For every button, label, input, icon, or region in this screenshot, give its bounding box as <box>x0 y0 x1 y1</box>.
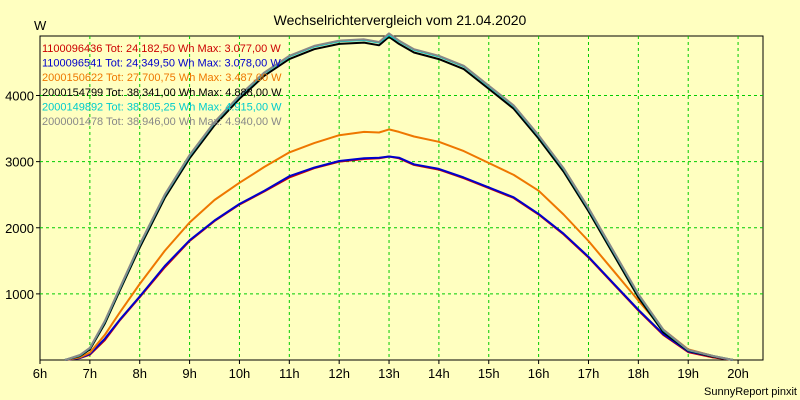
series-line-2000154799 <box>64 35 734 361</box>
y-tick-label: 4000 <box>5 89 34 104</box>
series-line-2000001478 <box>64 32 734 361</box>
series-line-2000150622 <box>64 128 734 361</box>
legend-entry-2000154799: 2000154799 Tot: 38.341,00 Wh Max: 4.888,… <box>42 87 282 99</box>
x-tick-label: 18h <box>627 366 649 381</box>
legend-entry-2000150622: 2000150622 Tot: 27.700,75 Wh Max: 3.487,… <box>42 72 282 84</box>
x-tick-label: 8h <box>132 366 146 381</box>
x-tick-label: 20h <box>727 366 749 381</box>
x-tick-label: 17h <box>578 366 600 381</box>
y-tick-label: 2000 <box>5 221 34 236</box>
plot-area <box>39 35 764 361</box>
legend-entry-1100096541: 1100096541 Tot: 24.349,50 Wh Max: 3.078,… <box>42 58 281 70</box>
legend-entry-2000149892: 2000149892 Tot: 38.805,25 Wh Max: 4.915,… <box>42 101 282 113</box>
legend: 1100096436 Tot: 24.182,50 Wh Max: 3.077,… <box>42 43 282 128</box>
x-tick-label: 13h <box>378 366 400 381</box>
x-tick-label: 7h <box>83 366 97 381</box>
x-tick-label: 11h <box>279 366 300 381</box>
x-tick-label: 15h <box>478 366 500 381</box>
x-tick-label: 19h <box>677 366 699 381</box>
y-tick-label: 3000 <box>5 155 34 170</box>
series-line-1100096541 <box>64 155 734 361</box>
y-tick-label: 1000 <box>5 287 34 302</box>
x-tick-label: 14h <box>428 366 450 381</box>
legend-entry-1100096436: 1100096436 Tot: 24.182,50 Wh Max: 3.077,… <box>42 43 281 55</box>
chart-title: Wechselrichtervergleich vom 21.04.2020 <box>274 12 527 28</box>
grid <box>40 36 763 360</box>
footer-credit: SunnyReport pinxit <box>704 386 797 398</box>
y-axis-label: W <box>34 18 47 33</box>
x-tick-label: 10h <box>229 366 251 381</box>
series-lines <box>64 32 734 361</box>
x-tick-label: 9h <box>182 366 196 381</box>
y-axis: 1000 2000 3000 4000 <box>5 89 40 302</box>
x-tick-label: 16h <box>528 366 550 381</box>
x-axis: 6h 7h 8h 9h 10h 11h 12h 13h 14h 15h 16h 17h 18h 19h 20… <box>33 360 749 381</box>
legend-entry-2000001478: 2000001478 Tot: 38.946,00 Wh Max: 4.940,… <box>42 116 282 128</box>
x-tick-label: 12h <box>328 366 350 381</box>
x-tick-label: 6h <box>33 366 47 381</box>
